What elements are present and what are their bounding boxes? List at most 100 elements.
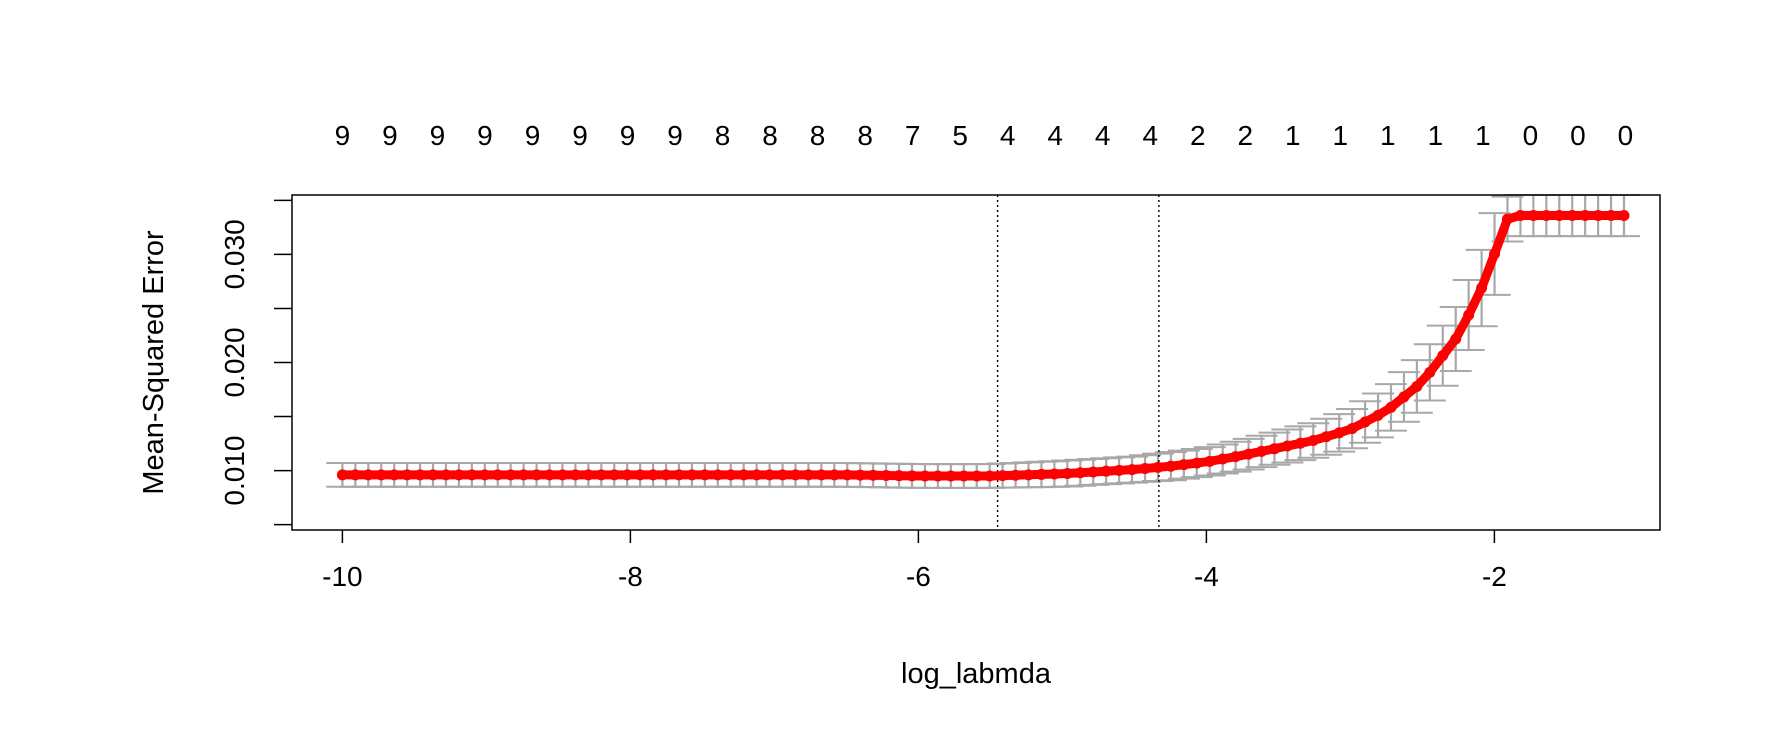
data-point <box>556 469 568 481</box>
data-point <box>1294 437 1306 449</box>
cv-mean-line <box>337 211 1629 481</box>
top-axis-label: 1 <box>1380 120 1396 151</box>
data-point <box>1514 210 1526 222</box>
y-tick-label: 0.020 <box>219 327 250 397</box>
top-axis-label: 8 <box>810 120 826 151</box>
data-point <box>660 469 672 481</box>
data-point <box>673 469 685 481</box>
top-axis-label: 9 <box>525 120 541 151</box>
data-point <box>453 469 465 481</box>
data-point <box>906 470 918 482</box>
data-point <box>388 469 400 481</box>
top-axis-label: 4 <box>1142 120 1158 151</box>
data-point <box>1476 282 1488 294</box>
data-point <box>958 470 970 482</box>
data-point <box>1320 431 1332 443</box>
data-point <box>362 469 374 481</box>
x-tick-label: -4 <box>1194 561 1219 592</box>
data-point <box>1243 448 1255 460</box>
top-axis-label: 4 <box>1000 120 1016 151</box>
top-axis-label: 9 <box>667 120 683 151</box>
top-axis-label: 4 <box>1047 120 1063 151</box>
data-point <box>1230 451 1242 463</box>
data-point <box>789 469 801 481</box>
data-point <box>1333 427 1345 439</box>
data-point <box>1489 248 1501 260</box>
data-point <box>1437 350 1449 362</box>
top-axis-label: 7 <box>905 120 921 151</box>
top-axis-label: 0 <box>1618 120 1634 151</box>
data-point <box>569 469 581 481</box>
data-point <box>686 469 698 481</box>
data-point <box>647 469 659 481</box>
data-point <box>1372 409 1384 421</box>
data-point <box>544 469 556 481</box>
data-point <box>1087 466 1099 478</box>
y-tick-label: 0.010 <box>219 436 250 506</box>
data-point <box>1100 465 1112 477</box>
data-point <box>440 469 452 481</box>
x-axis-title: log_labmda <box>901 658 1052 690</box>
top-axis-label: 8 <box>857 120 873 151</box>
data-point <box>505 469 517 481</box>
data-point <box>802 469 814 481</box>
data-point <box>984 470 996 482</box>
data-point <box>738 469 750 481</box>
top-axis-label: 9 <box>572 120 588 151</box>
data-point <box>1268 443 1280 455</box>
data-point <box>375 469 387 481</box>
data-point <box>1527 210 1539 222</box>
data-point <box>919 470 931 482</box>
data-point <box>634 469 646 481</box>
data-point <box>1540 210 1552 222</box>
data-point <box>531 469 543 481</box>
data-point <box>1217 453 1229 465</box>
data-point <box>841 469 853 481</box>
top-axis-label: 4 <box>1095 120 1111 151</box>
data-point <box>1424 366 1436 378</box>
data-point <box>1618 210 1630 222</box>
top-axis-label: 2 <box>1190 120 1206 151</box>
data-point <box>699 469 711 481</box>
top-axis-label: 9 <box>477 120 493 151</box>
data-point <box>479 469 491 481</box>
data-point <box>427 469 439 481</box>
top-axis-label: 9 <box>620 120 636 151</box>
data-point <box>349 469 361 481</box>
data-point <box>1023 469 1035 481</box>
data-point <box>1048 468 1060 480</box>
y-axis-title: Mean-Squared Error <box>138 230 170 495</box>
reference-lines <box>996 195 1160 530</box>
data-point <box>751 469 763 481</box>
data-point <box>880 469 892 481</box>
data-point <box>582 469 594 481</box>
data-point <box>945 470 957 482</box>
data-point <box>1126 464 1138 476</box>
top-axis-label: 9 <box>382 120 398 151</box>
data-point <box>1061 468 1073 480</box>
data-point <box>777 469 789 481</box>
data-point <box>1411 380 1423 392</box>
data-point <box>764 469 776 481</box>
data-point <box>1592 210 1604 222</box>
data-point <box>1256 445 1268 457</box>
data-point <box>595 469 607 481</box>
x-tick-label: -2 <box>1482 561 1507 592</box>
data-point <box>725 469 737 481</box>
top-axis-label: 0 <box>1570 120 1586 151</box>
data-point <box>492 469 504 481</box>
data-point <box>1139 463 1151 475</box>
data-point <box>1359 416 1371 428</box>
top-axis-label: 1 <box>1475 120 1491 151</box>
data-point <box>401 469 413 481</box>
top-axis-label: 0 <box>1523 120 1539 151</box>
top-axis-label: 1 <box>1333 120 1349 151</box>
data-point <box>518 469 530 481</box>
error-bars <box>326 194 1640 489</box>
data-point <box>1010 469 1022 481</box>
data-point <box>1385 401 1397 413</box>
data-point <box>1566 210 1578 222</box>
data-point <box>1450 333 1462 345</box>
data-point <box>1346 423 1358 435</box>
